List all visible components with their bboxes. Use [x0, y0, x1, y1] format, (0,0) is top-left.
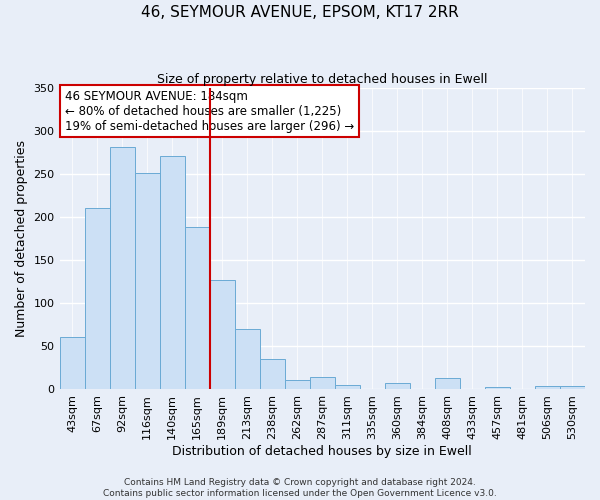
- Bar: [535, 386, 560, 389]
- Bar: [160, 156, 185, 389]
- Bar: [285, 380, 310, 389]
- Bar: [335, 384, 360, 389]
- Bar: [209, 280, 235, 389]
- Bar: [59, 338, 85, 389]
- Bar: [385, 383, 410, 389]
- Bar: [85, 208, 110, 389]
- Bar: [235, 329, 260, 389]
- Bar: [435, 378, 460, 389]
- Text: 46, SEYMOUR AVENUE, EPSOM, KT17 2RR: 46, SEYMOUR AVENUE, EPSOM, KT17 2RR: [141, 5, 459, 20]
- Bar: [260, 359, 285, 389]
- Text: 46 SEYMOUR AVENUE: 184sqm
← 80% of detached houses are smaller (1,225)
19% of se: 46 SEYMOUR AVENUE: 184sqm ← 80% of detac…: [65, 90, 354, 132]
- Title: Size of property relative to detached houses in Ewell: Size of property relative to detached ho…: [157, 72, 488, 86]
- X-axis label: Distribution of detached houses by size in Ewell: Distribution of detached houses by size …: [172, 444, 472, 458]
- Y-axis label: Number of detached properties: Number of detached properties: [15, 140, 28, 337]
- Bar: [310, 377, 335, 389]
- Bar: [485, 387, 510, 389]
- Text: Contains HM Land Registry data © Crown copyright and database right 2024.
Contai: Contains HM Land Registry data © Crown c…: [103, 478, 497, 498]
- Bar: [185, 228, 209, 389]
- Bar: [560, 386, 585, 389]
- Bar: [110, 148, 134, 389]
- Bar: [134, 173, 160, 389]
